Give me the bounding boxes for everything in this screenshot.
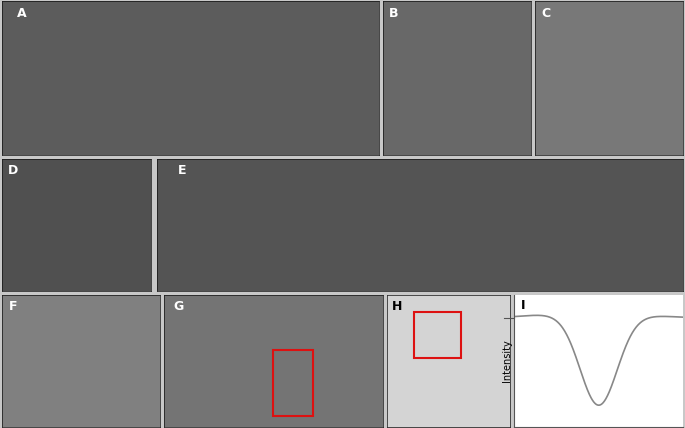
Text: A: A <box>17 7 27 21</box>
Text: H: H <box>392 300 402 313</box>
Y-axis label: Intensity: Intensity <box>501 339 512 382</box>
Text: G: G <box>173 300 184 313</box>
Bar <box>414 312 461 358</box>
Bar <box>273 350 313 416</box>
Text: C: C <box>541 7 550 21</box>
Text: D: D <box>8 164 18 177</box>
Text: I: I <box>521 299 525 312</box>
Text: F: F <box>8 300 17 313</box>
Text: B: B <box>389 7 399 21</box>
Text: E: E <box>178 164 186 177</box>
